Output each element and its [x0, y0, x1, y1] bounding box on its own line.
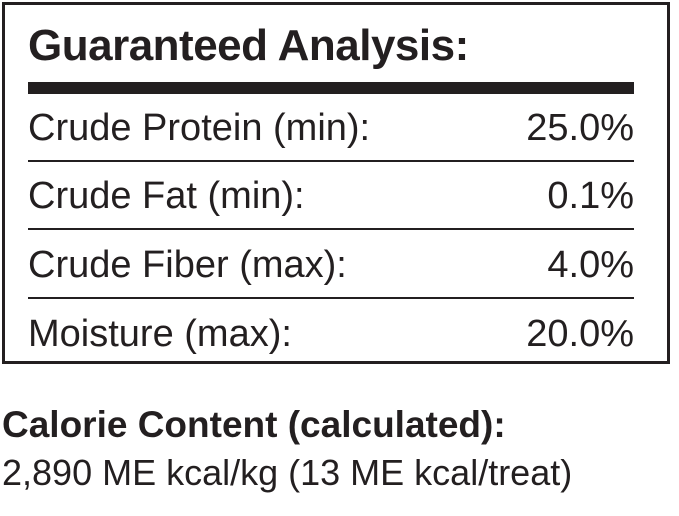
row-value: 20.0%: [526, 312, 634, 355]
analysis-row: Crude Fat (min): 0.1%: [28, 164, 634, 230]
row-label: Crude Protein (min):: [28, 106, 371, 149]
analysis-title: Guaranteed Analysis:: [28, 21, 469, 70]
title-divider: [28, 82, 634, 94]
analysis-row: Crude Protein (min): 25.0%: [28, 96, 634, 162]
row-label: Crude Fat (min):: [28, 174, 305, 217]
row-value: 0.1%: [547, 174, 634, 217]
row-value: 25.0%: [526, 106, 634, 149]
calorie-value: 2,890 ME kcal/kg (13 ME kcal/treat): [2, 452, 573, 493]
row-value: 4.0%: [547, 243, 634, 286]
analysis-box: [2, 2, 670, 364]
analysis-row: Crude Fiber (max): 4.0%: [28, 233, 634, 299]
row-label: Crude Fiber (max):: [28, 243, 347, 286]
row-label: Moisture (max):: [28, 312, 292, 355]
calorie-title: Calorie Content (calculated):: [2, 404, 506, 445]
analysis-row: Moisture (max): 20.0%: [28, 301, 634, 367]
